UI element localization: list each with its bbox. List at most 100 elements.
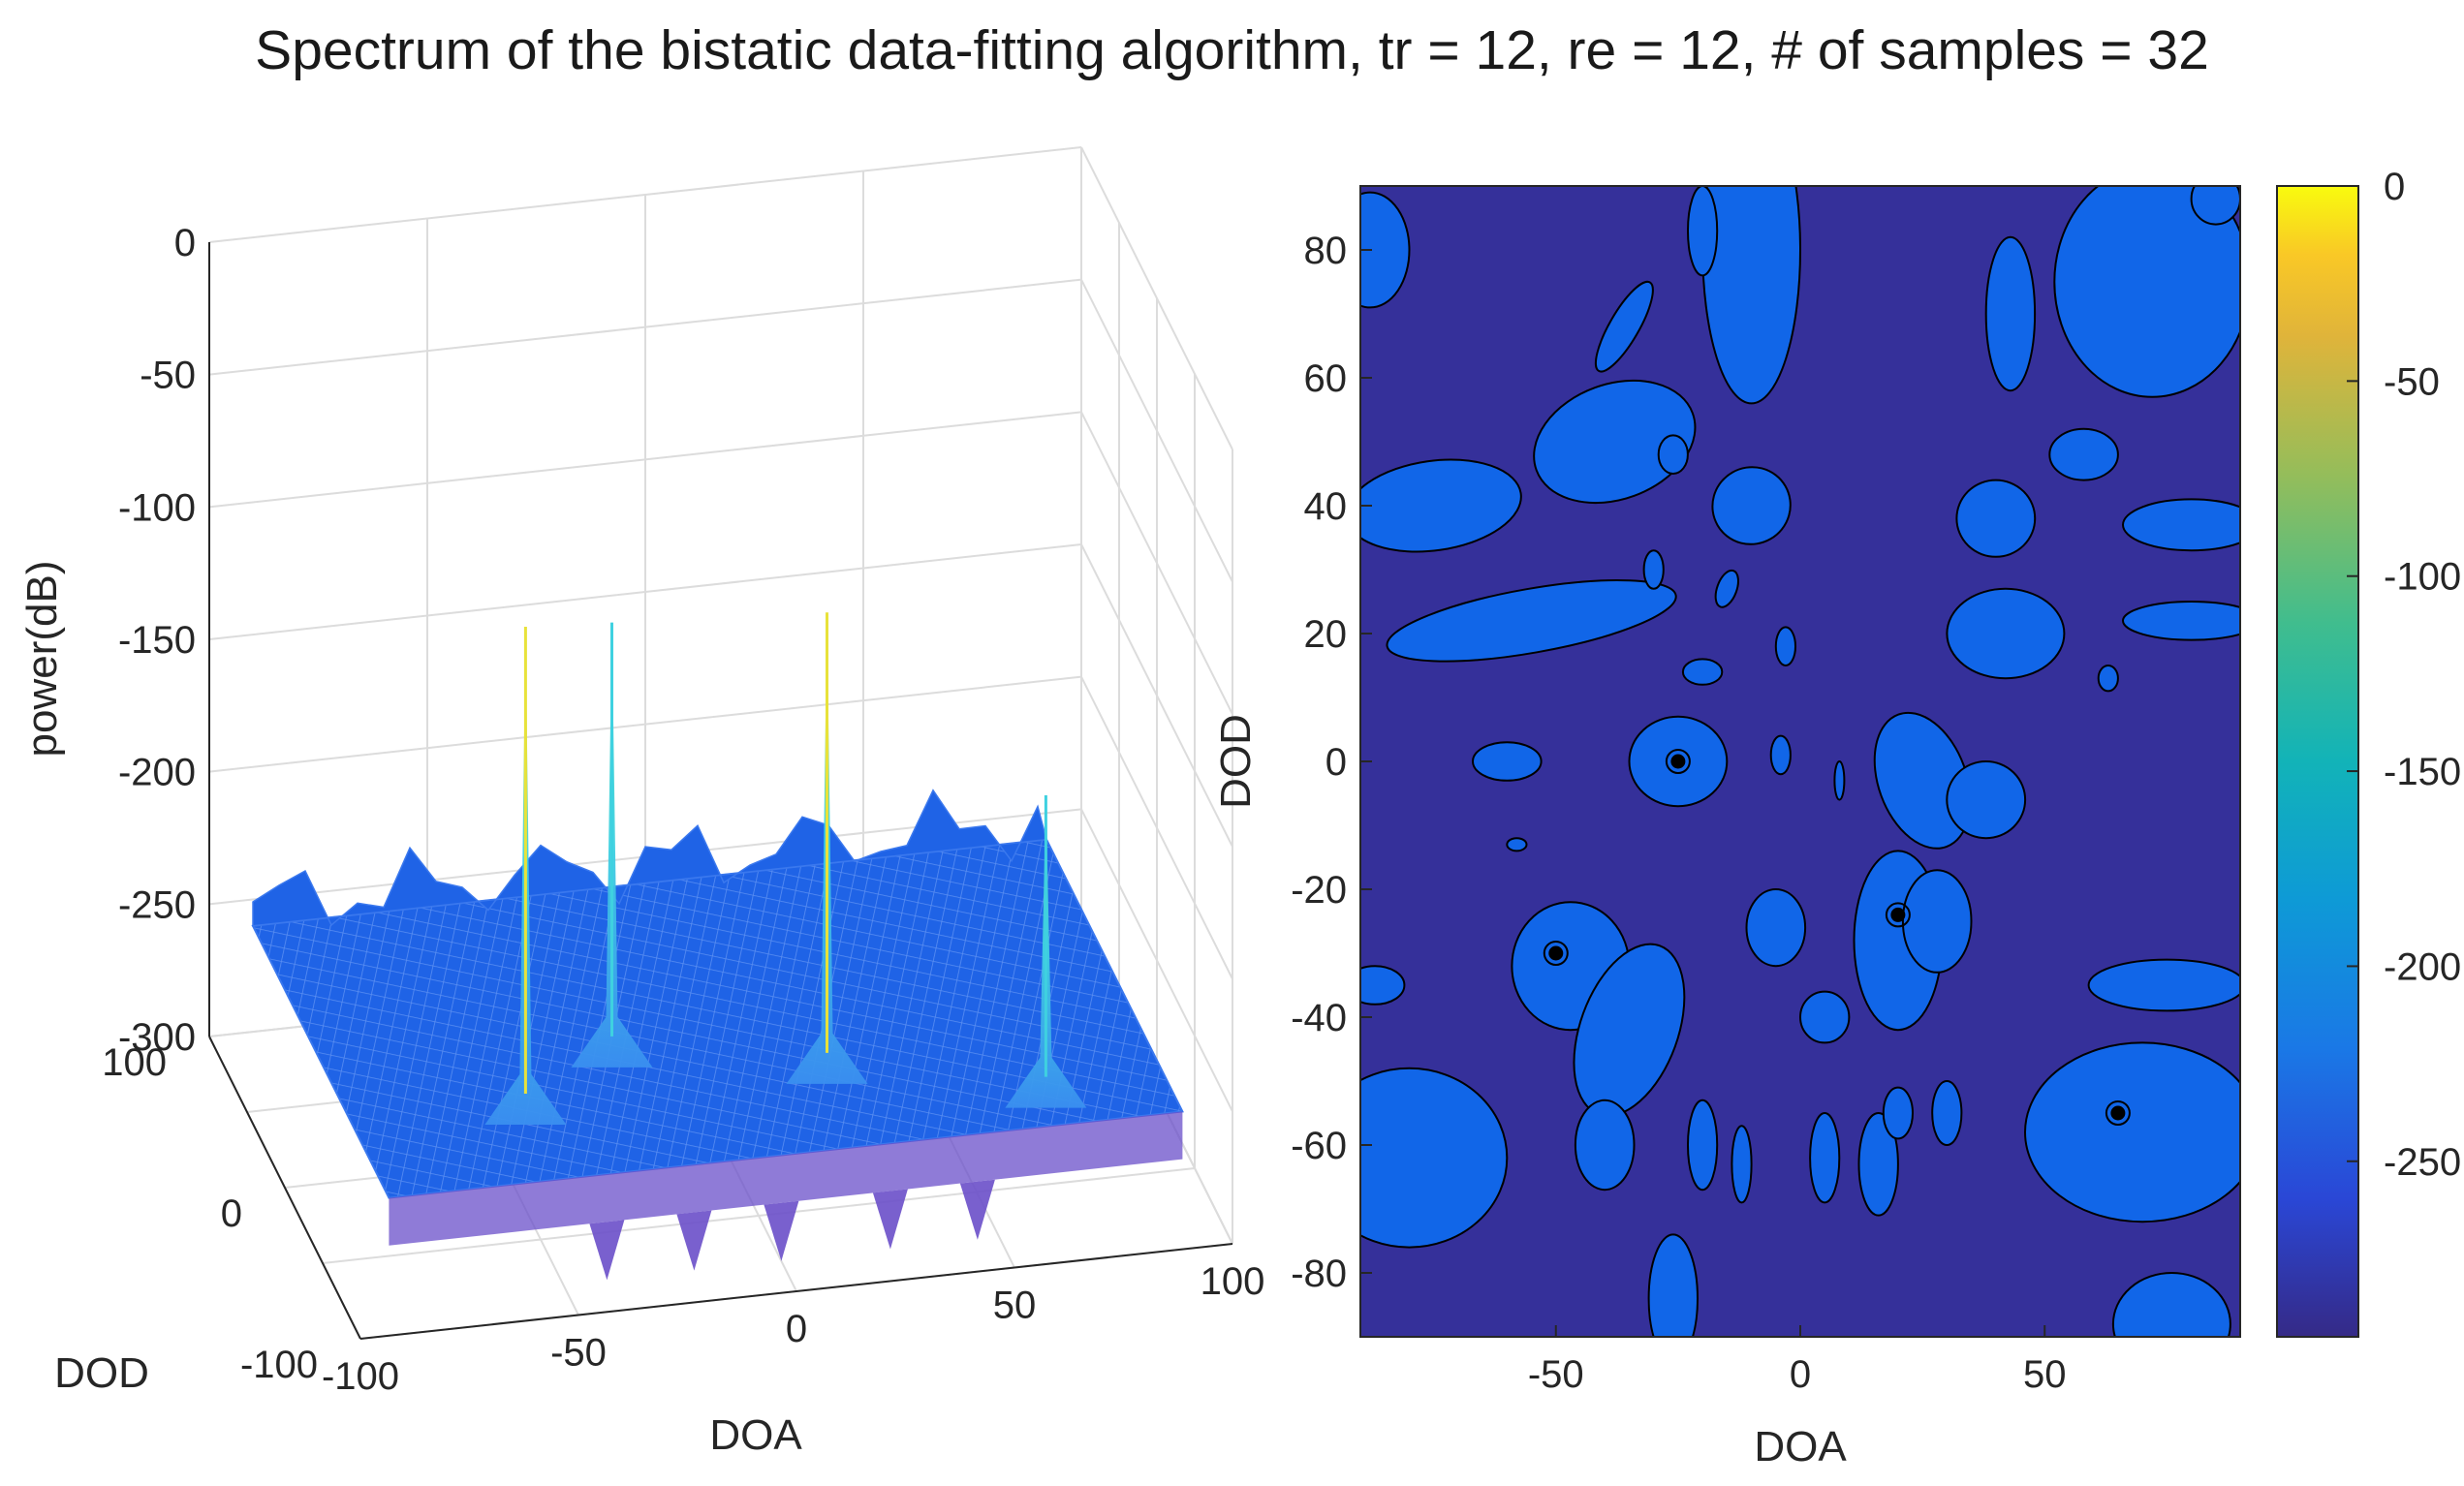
surface-z-tick: -300 <box>118 1016 196 1059</box>
colorbar-tick: -250 <box>2384 1141 2461 1184</box>
contour-ticks: -50 0 50 80 60 40 20 0 -20 -40 -60 -80 <box>1291 230 2066 1396</box>
contour-peak-ring <box>2105 1100 2131 1126</box>
contour-peak-markers <box>1543 749 2131 1126</box>
surface-peaks <box>484 612 1087 1125</box>
contour-y-tick: -60 <box>1291 1125 1347 1167</box>
contour-region <box>2048 427 2119 481</box>
surface-z-tick: -150 <box>118 619 196 662</box>
surface-dip <box>589 1220 625 1281</box>
contour-region <box>1984 235 2037 392</box>
contour-y-tick: -80 <box>1291 1253 1347 1295</box>
contour-peak-ring <box>1885 902 1911 928</box>
doa-axis-line <box>359 1243 1233 1340</box>
surface-x-tick: 50 <box>993 1285 1037 1327</box>
contour-region <box>2053 186 2240 398</box>
contour-peak-marker <box>1670 754 1686 769</box>
colorbar-gradient <box>2276 185 2359 1338</box>
contour-region <box>2097 665 2119 693</box>
surface-y-tick: 0 <box>221 1192 242 1235</box>
surface-z-tick: -100 <box>118 486 196 529</box>
floor-gridline <box>322 1167 1196 1264</box>
colorbar: 0 -50 -100 -150 -200 -250 <box>2276 166 2461 1338</box>
contour-region <box>1657 434 1689 476</box>
contour-region <box>1360 965 1406 1006</box>
contour-y-tick: -20 <box>1291 869 1347 912</box>
contour-x-tick: 50 <box>2023 1353 2067 1396</box>
contour-region <box>1681 658 1724 686</box>
surface-x-tick: 0 <box>786 1308 807 1350</box>
contour-xlabel: DOA <box>1754 1423 1847 1471</box>
contour-region <box>1731 1125 1753 1204</box>
colorbar-tick: 0 <box>2384 166 2405 208</box>
colorbar-tick: -150 <box>2384 751 2461 793</box>
contour-peak-marker <box>1890 907 1906 922</box>
contour-region <box>2024 1041 2240 1223</box>
contour-region <box>1946 760 2027 840</box>
contour-region <box>1955 479 2037 558</box>
surface-x-tick: -50 <box>550 1332 607 1375</box>
contour-y-tick: -40 <box>1291 997 1347 1039</box>
contour-region <box>1360 191 1411 309</box>
contour-region <box>1687 186 1719 277</box>
surface-dip <box>676 1210 712 1271</box>
colorbar-tick: -200 <box>2384 945 2461 988</box>
surface-dip <box>959 1179 995 1240</box>
surface-ticks: 0 -50 -100 -150 -200 -250 -300 -100 -50 0 50 100 100… <box>102 222 1264 1398</box>
contour-region <box>2122 498 2240 552</box>
contour-region <box>2122 601 2240 641</box>
contour-y-tick: 20 <box>1304 613 1348 656</box>
contour-x-tick: -50 <box>1528 1353 1584 1396</box>
contour-region <box>1711 466 1792 545</box>
surface-xlabel: DOA <box>709 1411 802 1459</box>
contour-region <box>1882 1086 1915 1140</box>
contour-x-tick: 0 <box>1790 1353 1811 1396</box>
contour-region <box>1574 1099 1636 1192</box>
surface-dip <box>764 1200 799 1261</box>
contour-region <box>1642 549 1665 590</box>
contour-region <box>1506 837 1528 852</box>
surface-x-tick: -100 <box>322 1355 399 1398</box>
contour-region <box>2190 186 2240 226</box>
contour-region <box>1774 626 1797 667</box>
surface-plot: 0 -50 -100 -150 -200 -250 -300 -100 -50 0 50 100 100… <box>18 146 1264 1459</box>
surface-y-tick: -100 <box>240 1344 318 1386</box>
contour-region <box>1594 280 1654 373</box>
colorbar-tick: -100 <box>2384 556 2461 599</box>
contour-region <box>1647 1233 1699 1337</box>
surface-front-face <box>389 1111 1183 1246</box>
contour-regions <box>1360 186 2240 1337</box>
surface-dip <box>872 1189 908 1250</box>
figure-title: Spectrum of the bistatic data-fitting al… <box>255 19 2209 81</box>
surface-back-ridge <box>252 789 1047 927</box>
surface-z-tick: -200 <box>118 752 196 794</box>
contour-y-tick: 0 <box>1326 741 1347 784</box>
surface-z-tick: -50 <box>140 355 196 397</box>
contour-ylabel: DOD <box>1212 714 1260 809</box>
contour-y-tick: 80 <box>1304 230 1348 272</box>
contour-region <box>1687 1099 1719 1192</box>
surface-zlabel: power(dB) <box>18 561 66 758</box>
contour-region <box>1873 711 1972 850</box>
contour-plot: -50 0 50 80 60 40 20 0 -20 -40 -60 -80 DOA DOD <box>1212 185 2241 1471</box>
contour-peak-ring <box>1543 941 1569 966</box>
contour-y-tick: 40 <box>1304 485 1348 528</box>
contour-region <box>1360 458 1522 553</box>
contour-region <box>2087 958 2240 1012</box>
contour-region <box>1360 1067 1509 1249</box>
contour-region <box>1901 869 1973 974</box>
surface-x-tick: 100 <box>1201 1260 1265 1303</box>
contour-region <box>1809 1112 1841 1204</box>
contour-region <box>2111 1272 2231 1337</box>
contour-region <box>1769 734 1792 776</box>
contour-region <box>1833 760 1846 801</box>
surface-z-tick: -250 <box>118 883 196 926</box>
contour-region <box>1533 379 1697 505</box>
surface-mesh <box>251 789 1184 1281</box>
surface-ylabel: DOD <box>54 1349 149 1397</box>
contour-peak-marker <box>2110 1105 2126 1121</box>
contour-y-tick: 60 <box>1304 357 1348 400</box>
contour-region <box>1931 1080 1963 1146</box>
colorbar-ticks: 0 -50 -100 -150 -200 -250 <box>2347 166 2461 1184</box>
surface-z-tick: 0 <box>174 222 196 264</box>
